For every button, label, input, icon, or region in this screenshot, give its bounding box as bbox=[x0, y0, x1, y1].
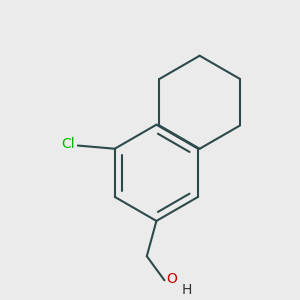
Text: O: O bbox=[166, 272, 177, 286]
Text: H: H bbox=[182, 283, 193, 297]
Text: Cl: Cl bbox=[62, 137, 75, 151]
